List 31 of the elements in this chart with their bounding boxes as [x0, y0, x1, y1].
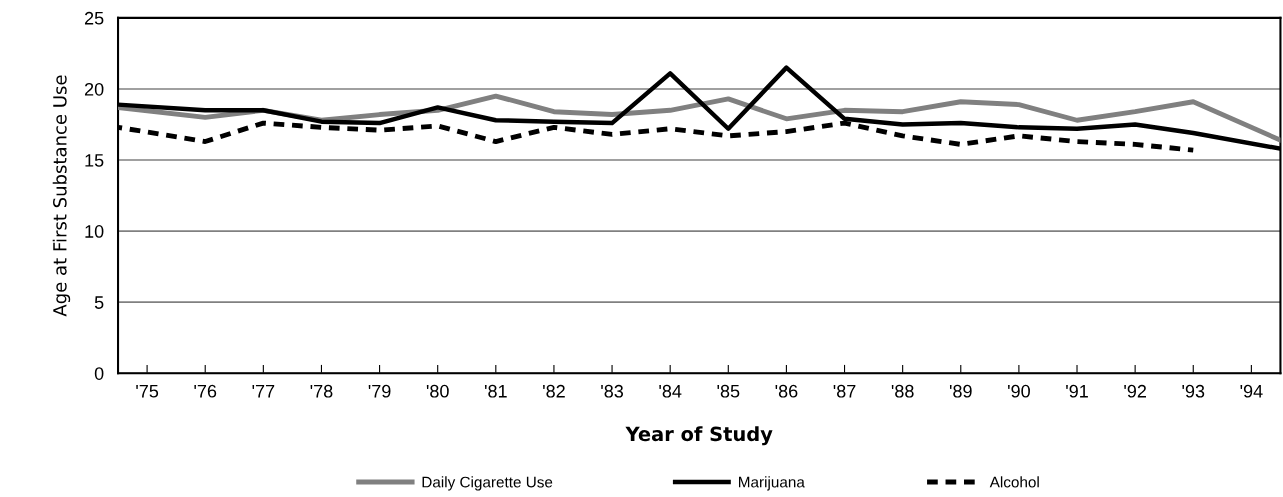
x-tick-label: '85	[717, 384, 740, 398]
x-tick-label: '76	[194, 384, 217, 398]
x-axis-title: Year of Study	[625, 426, 773, 446]
y-tick-label: 5	[94, 296, 104, 309]
x-tick-label: '83	[601, 384, 624, 398]
x-tick-label: '89	[949, 384, 972, 398]
x-tick-label: '81	[484, 384, 507, 398]
x-tick-label: '92	[1124, 384, 1146, 398]
y-tick-label: 15	[85, 154, 104, 167]
x-tick-label: '78	[310, 384, 333, 398]
y-tick-label: 25	[84, 11, 104, 25]
x-tick-label: '90	[1008, 384, 1030, 398]
x-tick-label: '91	[1066, 384, 1088, 398]
x-tick-label: '75	[136, 385, 159, 398]
x-tick-label: '93	[1182, 384, 1205, 398]
x-tick-label: '80	[426, 384, 449, 398]
x-tick-label: '87	[833, 384, 856, 398]
y-tick-label: 0	[94, 367, 104, 380]
legend-label: Marijuana	[739, 476, 805, 491]
x-tick-label: '79	[368, 384, 391, 398]
y-axis-title: Age at First Substance Use	[52, 75, 71, 317]
x-tick-label: '77	[252, 385, 275, 398]
x-tick-label: '82	[543, 384, 565, 398]
y-tick-label: 10	[85, 225, 104, 238]
y-tick-label: 20	[84, 82, 104, 96]
x-tick-label: '84	[659, 384, 682, 398]
legend-label: Daily Cigarette Use	[422, 476, 553, 491]
x-tick-label: '88	[891, 384, 914, 398]
x-tick-label: '86	[775, 384, 798, 398]
x-tick-label: '94	[1240, 384, 1263, 398]
legend-label: Alcohol	[989, 476, 1039, 488]
